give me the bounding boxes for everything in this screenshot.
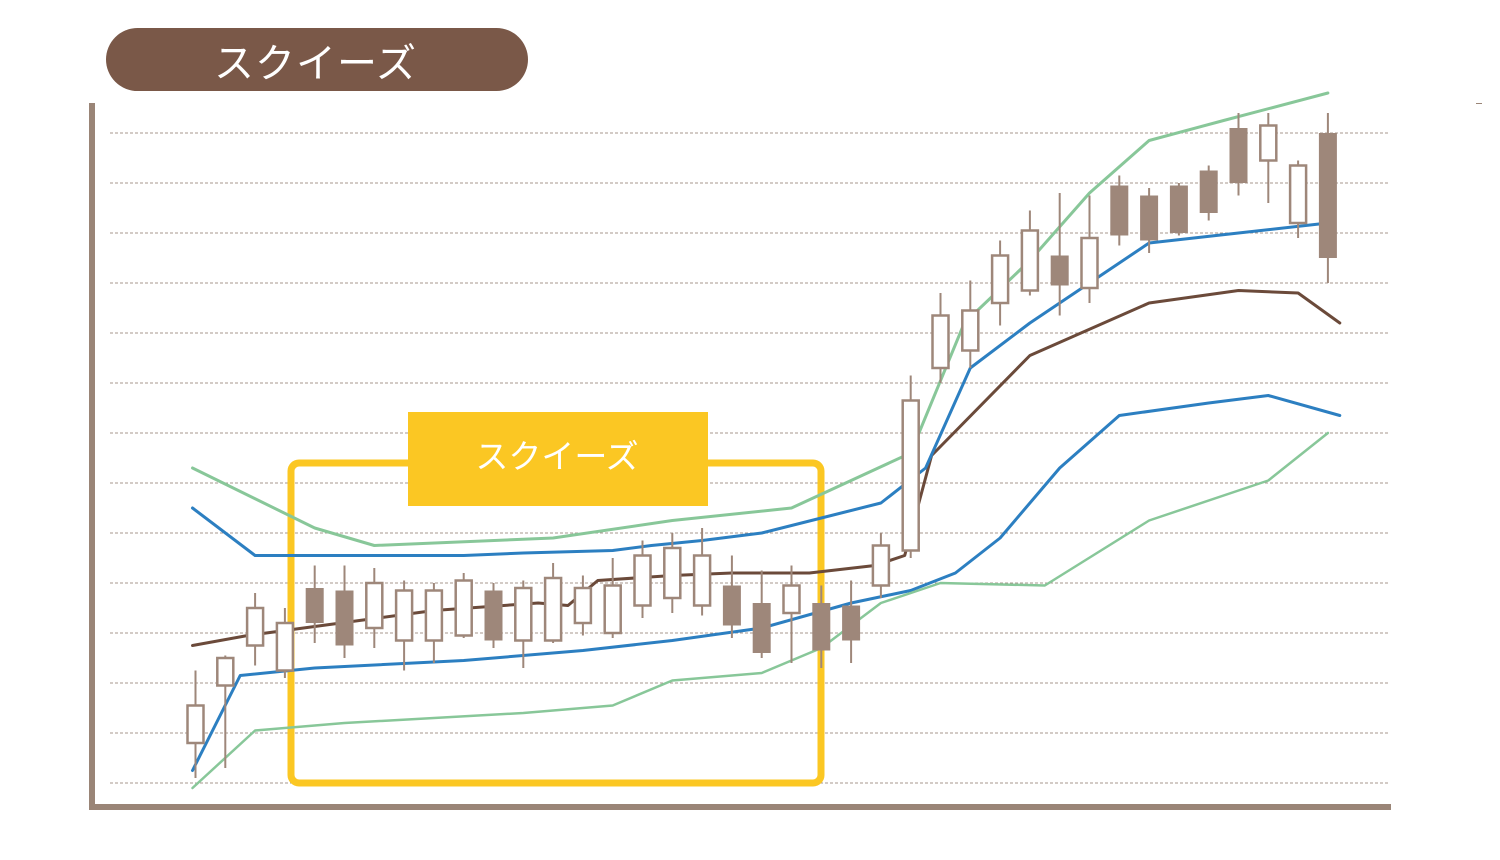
candle bbox=[931, 293, 950, 383]
candle bbox=[216, 655, 235, 768]
candle bbox=[1110, 175, 1129, 246]
candle bbox=[424, 583, 444, 663]
candle bbox=[394, 580, 414, 671]
x-axis bbox=[89, 804, 1391, 810]
upper-1sigma-line bbox=[191, 221, 1330, 557]
candle-body-up bbox=[603, 584, 622, 635]
candle bbox=[1288, 160, 1308, 238]
candle bbox=[663, 533, 682, 613]
candle bbox=[514, 580, 533, 668]
candle bbox=[1140, 188, 1159, 253]
candle bbox=[1050, 193, 1069, 316]
candle bbox=[245, 593, 265, 666]
candle bbox=[782, 565, 801, 663]
candle-body-up bbox=[871, 544, 891, 587]
upper-2sigma-line bbox=[191, 91, 1330, 547]
candle-body-up bbox=[394, 589, 414, 642]
candle-body-up bbox=[1080, 236, 1099, 290]
candle-body-down bbox=[842, 605, 861, 641]
title-pill: スクイーズ bbox=[106, 28, 528, 91]
candle-body-up bbox=[1288, 164, 1308, 225]
candle bbox=[842, 580, 861, 663]
candle bbox=[275, 608, 295, 678]
candle-body-up bbox=[782, 584, 801, 615]
candle bbox=[365, 568, 384, 648]
candle-body-up bbox=[931, 314, 950, 370]
candle bbox=[543, 563, 563, 643]
candle-body-up bbox=[990, 254, 1010, 305]
candle bbox=[573, 575, 593, 636]
candle-body-up bbox=[1020, 229, 1040, 292]
candle bbox=[454, 573, 473, 638]
y-axis bbox=[89, 103, 95, 810]
candle bbox=[305, 565, 324, 643]
candle-body-up bbox=[543, 576, 563, 642]
candle bbox=[484, 583, 503, 648]
candle-body-down bbox=[1110, 185, 1129, 236]
candle bbox=[1259, 113, 1278, 203]
candle bbox=[990, 240, 1010, 326]
candle-body-down bbox=[1050, 255, 1069, 286]
candle-body-down bbox=[335, 590, 354, 646]
candle bbox=[186, 670, 205, 778]
candle-body-up bbox=[692, 554, 712, 607]
candle-body-up bbox=[901, 399, 920, 552]
candle bbox=[871, 533, 891, 598]
candle bbox=[1080, 195, 1099, 303]
candle-body-up bbox=[1259, 124, 1278, 162]
candle-body-up bbox=[961, 309, 980, 352]
candle bbox=[812, 585, 831, 668]
candle bbox=[1199, 165, 1218, 221]
candle bbox=[1169, 183, 1188, 236]
sma-line bbox=[191, 289, 1342, 647]
candle bbox=[335, 565, 354, 658]
candle bbox=[1229, 113, 1248, 196]
candle-body-up bbox=[275, 621, 295, 672]
candle-body-up bbox=[514, 586, 533, 642]
candle bbox=[692, 528, 712, 616]
candle-body-up bbox=[573, 586, 593, 625]
candle-body-up bbox=[365, 581, 384, 630]
series-lines bbox=[191, 91, 1342, 790]
candle-body-up bbox=[216, 656, 235, 687]
candle-body-down bbox=[1169, 185, 1188, 233]
candle-body-down bbox=[812, 603, 831, 651]
candle bbox=[901, 375, 920, 558]
candle bbox=[603, 558, 622, 638]
candle-body-down bbox=[722, 585, 741, 626]
candle-body-down bbox=[1318, 133, 1337, 258]
candle-body-down bbox=[1140, 195, 1159, 241]
candle-body-up bbox=[663, 546, 682, 600]
candle-body-down bbox=[752, 603, 771, 653]
candle bbox=[1020, 210, 1040, 296]
candle bbox=[1318, 113, 1337, 283]
candle-body-down bbox=[484, 590, 503, 641]
corner-tick bbox=[1476, 103, 1482, 104]
candle-body-up bbox=[245, 606, 265, 647]
squeeze-label: スクイーズ bbox=[475, 437, 638, 476]
candle-body-up bbox=[186, 704, 205, 745]
squeeze-label-box bbox=[408, 412, 708, 506]
candle bbox=[722, 555, 741, 638]
grid-lines bbox=[110, 132, 1390, 784]
candle bbox=[633, 540, 652, 618]
candle bbox=[752, 570, 771, 658]
candles bbox=[186, 113, 1337, 778]
candle-body-down bbox=[305, 588, 324, 623]
candle bbox=[961, 280, 980, 368]
squeeze-label-group: スクイーズ bbox=[408, 412, 708, 506]
candle-body-down bbox=[1229, 128, 1248, 183]
candle-body-up bbox=[633, 554, 652, 607]
candle-body-up bbox=[454, 579, 473, 637]
axes bbox=[89, 103, 1391, 810]
page-title: スクイーズ bbox=[214, 40, 417, 87]
candle-body-up bbox=[424, 589, 444, 642]
candle-body-down bbox=[1199, 170, 1218, 213]
